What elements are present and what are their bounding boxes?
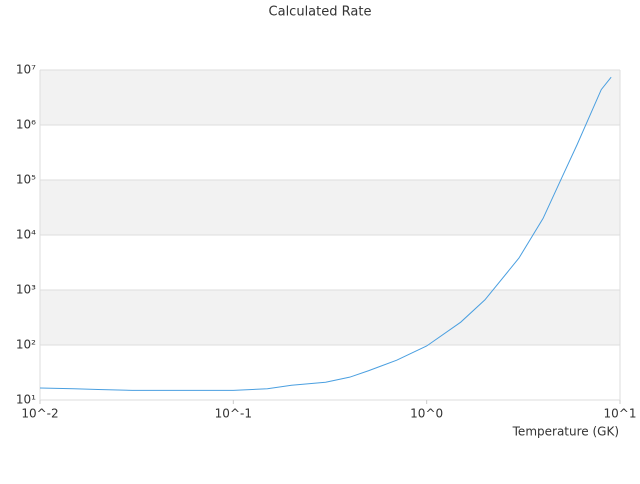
y-tick-label: 10⁵ xyxy=(16,173,36,187)
y-tick-label: 10⁷ xyxy=(16,63,36,77)
chart-title: Calculated Rate xyxy=(269,5,372,20)
grid-band xyxy=(40,180,620,235)
y-tick-label: 10⁴ xyxy=(16,228,36,242)
grid-band xyxy=(40,70,620,125)
grid-band xyxy=(40,290,620,345)
x-tick-label: 10^0 xyxy=(410,407,443,421)
y-tick-label: 10⁶ xyxy=(16,118,36,132)
x-tick-label: 10^-1 xyxy=(215,407,252,421)
y-tick-label: 10² xyxy=(16,338,36,352)
x-tick-label: 10^-2 xyxy=(21,407,58,421)
y-tick-label: 10³ xyxy=(16,283,36,297)
x-axis-label: Temperature (GK) xyxy=(512,425,619,439)
y-tick-label: 10¹ xyxy=(16,393,36,407)
line xyxy=(39,76,612,391)
x-tick-label: 10^1 xyxy=(604,407,637,421)
